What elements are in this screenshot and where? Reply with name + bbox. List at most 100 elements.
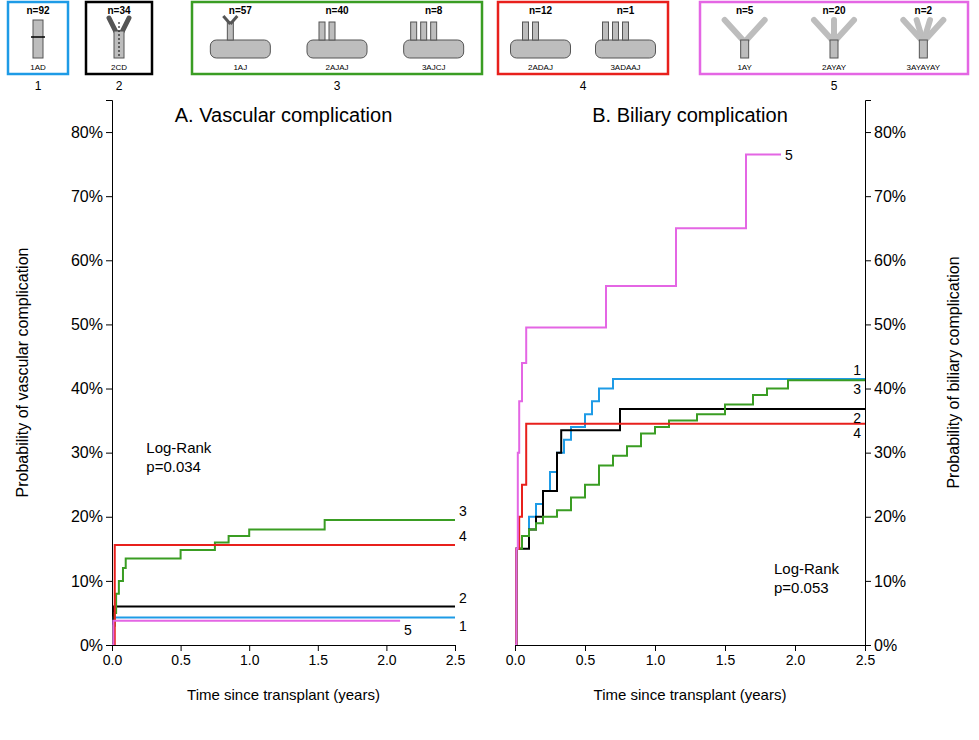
tick-label: 1.0	[646, 652, 666, 668]
anastomosis-label: 3AYAYAY	[907, 63, 941, 72]
icon	[31, 20, 45, 58]
x-axis: 0.00.51.01.52.02.5	[103, 645, 466, 668]
tick-mark	[249, 645, 250, 651]
tick-mark	[865, 645, 871, 646]
tick-label: 20%	[71, 508, 103, 525]
group: n=571AJn=402AJAJn=83AJCJ3	[192, 2, 482, 93]
duct	[421, 22, 427, 40]
anastomosis-label: 3AJCJ	[422, 63, 446, 72]
km-curve	[515, 155, 781, 646]
series-label: 2	[459, 590, 467, 606]
tick: 50%	[865, 316, 906, 333]
panel-title: B. Biliary complication	[592, 104, 788, 126]
axis-line	[516, 646, 866, 652]
annotation: Log-Rank	[774, 560, 840, 577]
tick: 60%	[71, 252, 112, 269]
plot-lines	[112, 520, 455, 645]
icon	[307, 22, 367, 58]
km-curve	[112, 621, 400, 645]
tick: 60%	[865, 252, 906, 269]
tick-label: 20%	[874, 508, 906, 525]
liver	[210, 40, 270, 58]
tick-label: 0.5	[171, 652, 191, 668]
group-box	[8, 2, 68, 74]
anastomosis-label: 2AJAJ	[325, 63, 348, 72]
group: n=342CD2	[86, 2, 152, 93]
anastomosis-label: 1AD	[30, 63, 46, 72]
tick-label: 1.0	[240, 652, 260, 668]
group-number: 4	[580, 79, 587, 93]
y-axis-title: Probability of biliary complication	[945, 256, 962, 488]
tick: 20%	[71, 508, 112, 525]
axis-line	[866, 101, 872, 646]
axis-line	[113, 646, 456, 652]
tick-label: 2.0	[786, 652, 806, 668]
x-axis: 0.00.51.01.52.02.5	[506, 645, 876, 668]
anastomosis-label: 1AJ	[233, 63, 247, 72]
axis-line	[106, 101, 113, 646]
anastomosis-label: 3ADAAJ	[610, 63, 640, 72]
seam	[119, 22, 120, 56]
tick-mark	[725, 645, 726, 651]
tick-label: 30%	[71, 444, 103, 461]
tick-mark	[106, 517, 112, 518]
chart-panel: 0.00.51.01.52.02.50%10%20%30%40%50%60%70…	[14, 101, 467, 704]
km-curve	[515, 380, 865, 645]
tick-mark	[655, 645, 656, 651]
tick: 0%	[80, 637, 112, 654]
km-curve	[515, 424, 865, 645]
y-axis: 0%10%20%30%40%50%60%70%80%	[865, 101, 906, 654]
tick-mark	[865, 581, 871, 582]
tick: 2.5	[446, 645, 466, 668]
group-count: n=2	[915, 5, 933, 16]
km-curve	[515, 409, 865, 645]
tick: 80%	[865, 124, 906, 141]
series-label: 2	[853, 410, 861, 426]
tick: 2.0	[377, 645, 397, 668]
tick-mark	[106, 132, 112, 133]
duct	[533, 22, 539, 40]
tick: 0.5	[171, 645, 191, 668]
tick-mark	[106, 389, 112, 390]
y-axis: 0%10%20%30%40%50%60%70%80%	[71, 101, 113, 654]
group-count: n=40	[325, 5, 349, 16]
km-curve	[112, 607, 455, 645]
km-curve	[112, 545, 455, 645]
tick-mark	[106, 581, 112, 582]
duct	[523, 22, 529, 40]
tick-label: 2.5	[446, 652, 466, 668]
tick: 50%	[71, 316, 112, 333]
plot-lines	[515, 155, 865, 646]
annotation: p=0.053	[774, 579, 829, 596]
tick-label: 10%	[71, 573, 103, 590]
figure-svg: n=921AD1n=342CD2n=571AJn=402AJAJn=83AJCJ…	[0, 0, 979, 740]
branch	[122, 18, 129, 32]
tick: 40%	[865, 380, 906, 397]
group-box	[86, 2, 152, 74]
tick-mark	[106, 453, 112, 454]
branch	[923, 20, 943, 42]
anastomosis	[31, 36, 45, 38]
tick-label: 1.5	[309, 652, 329, 668]
series-label: 4	[853, 425, 861, 441]
liver	[596, 40, 656, 58]
tick-mark	[106, 260, 112, 261]
tick-label: 2.0	[377, 652, 397, 668]
tick: 70%	[865, 188, 906, 205]
anastomosis-label: 1AY	[737, 63, 752, 72]
tick: 40%	[71, 380, 112, 397]
panel-title: A. Vascular complication	[175, 104, 393, 126]
duct	[329, 22, 335, 40]
series-label: 3	[853, 381, 861, 397]
trunk	[741, 40, 749, 58]
icon	[725, 20, 765, 58]
group-count: n=12	[529, 5, 553, 16]
tick-mark	[455, 645, 456, 651]
group-count: n=1	[617, 5, 635, 16]
trunk	[830, 40, 838, 58]
icon	[109, 18, 129, 58]
diagram: n=921AD1n=342CD2n=571AJn=402AJAJn=83AJCJ…	[8, 2, 968, 93]
tick-label: 0%	[80, 637, 103, 654]
group-count: n=8	[425, 5, 443, 16]
tick-mark	[106, 196, 112, 197]
